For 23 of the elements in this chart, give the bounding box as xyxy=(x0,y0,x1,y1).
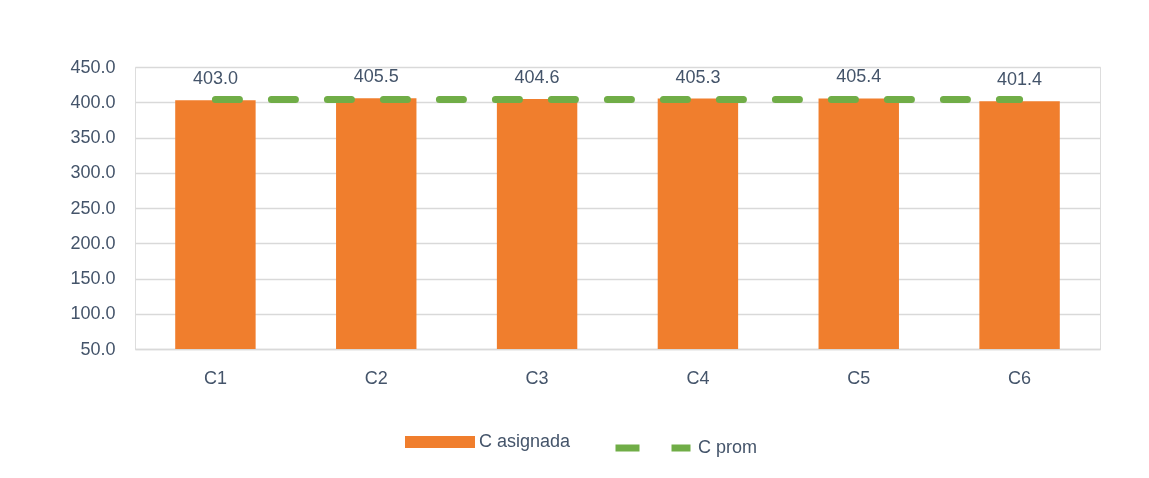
x-tick-label: C4 xyxy=(686,367,710,388)
y-tick-label: 100.0 xyxy=(70,303,116,324)
data-label: 405.4 xyxy=(836,66,882,87)
y-tick-label: 350.0 xyxy=(70,127,116,147)
data-label: 405.3 xyxy=(675,66,721,87)
data-label: 403.0 xyxy=(192,68,238,89)
y-tick-label: 150.0 xyxy=(70,268,116,288)
legend-label: C asignada xyxy=(479,431,572,451)
y-tick-label: 300.0 xyxy=(70,162,116,183)
y-tick-label: 250.0 xyxy=(70,197,116,218)
legend-label: C prom xyxy=(698,437,758,457)
x-tick-label: C6 xyxy=(1008,367,1032,388)
x-tick-label: C5 xyxy=(847,367,871,388)
x-tick-label: C1 xyxy=(203,367,227,388)
data-label: 405.5 xyxy=(353,66,399,87)
y-tick-label: 50.0 xyxy=(80,338,116,359)
data-label: 404.6 xyxy=(514,67,560,88)
y-tick-label: 450.0 xyxy=(70,56,116,77)
x-tick-label: C3 xyxy=(525,367,549,388)
y-tick-label: 200.0 xyxy=(70,232,116,253)
x-tick-label: C2 xyxy=(364,367,388,388)
y-tick-label: 400.0 xyxy=(70,91,116,112)
data-label: 401.4 xyxy=(997,69,1043,90)
